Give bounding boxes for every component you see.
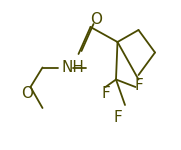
- Text: NH: NH: [61, 60, 84, 75]
- Text: F: F: [101, 85, 110, 100]
- Text: F: F: [134, 78, 143, 93]
- Text: O: O: [22, 85, 33, 100]
- Text: O: O: [90, 12, 102, 27]
- Text: F: F: [113, 110, 122, 124]
